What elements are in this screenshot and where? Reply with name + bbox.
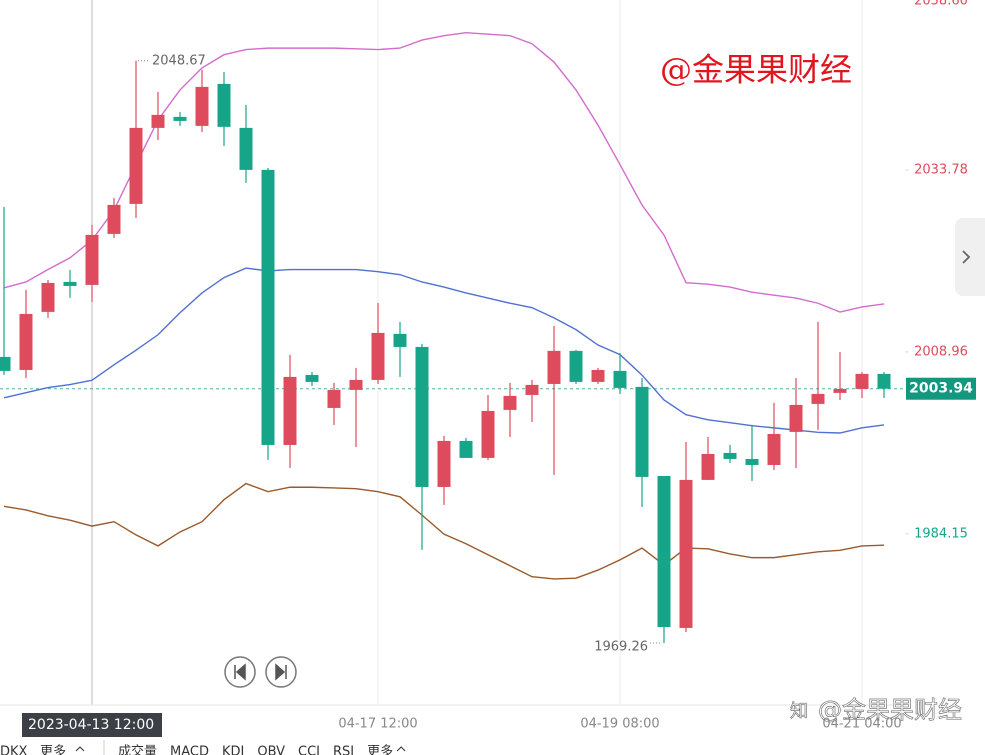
high-annotation: 2048.67: [152, 53, 206, 68]
zhihu-logo: 知: [790, 701, 808, 722]
candle-body: [19, 313, 33, 370]
candle-body: [635, 386, 649, 477]
candle-body: [305, 374, 319, 382]
prev-icon: [234, 663, 246, 681]
candle-body: [415, 346, 429, 487]
candle-body: [85, 234, 99, 285]
y-tick-label: 2058.60: [914, 0, 968, 9]
band-line: [3, 267, 885, 434]
candle-body: [525, 384, 539, 395]
y-tick-label: 2033.78: [914, 162, 968, 177]
indicator-tab[interactable]: CCI: [298, 745, 320, 755]
band-line: [3, 482, 885, 580]
indicator-tab[interactable]: RSI: [333, 745, 354, 755]
candle-body: [767, 433, 781, 465]
candle-body: [569, 350, 583, 382]
tab[interactable]: 更多: [40, 744, 66, 755]
candle-body: [503, 395, 517, 410]
candle-body: [371, 332, 385, 380]
candle-body: [613, 370, 627, 388]
candle-body: [151, 114, 165, 128]
x-tick-label: 04-21 04:00: [822, 717, 901, 732]
candle-body: [107, 204, 121, 234]
caret: [396, 746, 406, 752]
indicator-tab[interactable]: OBV: [257, 745, 285, 755]
indicator-tabs: 成交量 MACD KDJ OBV CCI RSI 更多: [118, 744, 406, 755]
candle-body: [789, 404, 803, 432]
last-price-tag: [906, 377, 976, 400]
candle-body: [855, 373, 869, 389]
candle-body: [327, 389, 341, 408]
candle-body: [437, 440, 451, 487]
candle-body: [481, 410, 495, 458]
nav-buttons[interactable]: [224, 656, 297, 688]
indicator-tab[interactable]: MACD: [170, 745, 209, 755]
watermark: @金果果财经: [660, 51, 852, 89]
candle-body: [261, 169, 275, 445]
candle-body: [547, 350, 561, 384]
candle-body: [195, 86, 209, 126]
candle-body: [459, 440, 473, 458]
crosshair-label: 2023-04-13 12:00: [28, 717, 154, 733]
crosshair-label-bg: [22, 713, 162, 737]
candle-body: [877, 373, 891, 389]
tab[interactable]: DKX: [0, 745, 28, 755]
candle-body: [657, 475, 671, 627]
indicator-tab[interactable]: KDJ: [222, 745, 244, 755]
band-line: [3, 32, 885, 313]
y-tick-label: 2008.96: [914, 344, 968, 359]
candle-body: [349, 379, 363, 390]
candle-body: [723, 452, 737, 459]
candle-body: [239, 127, 253, 170]
side-tab-icon: [962, 250, 971, 264]
candle-body: [217, 83, 231, 127]
candle-body: [63, 281, 77, 286]
x-tick-label: 04-17 12:00: [338, 717, 417, 732]
candle-body: [41, 282, 55, 312]
candle-body: [679, 479, 693, 628]
candle-body: [745, 458, 759, 465]
next-icon: [275, 663, 287, 681]
plot-area: 2048.67 1969.26: [0, 0, 905, 705]
footer-watermark: @金果果财经: [818, 696, 962, 724]
candle-body: [0, 356, 11, 371]
candle-body: [283, 376, 297, 445]
side-tab[interactable]: [955, 218, 985, 296]
candle-body: [173, 116, 187, 121]
candle-body: [701, 453, 715, 480]
candle-body: [393, 333, 407, 347]
y-tick-label: 1984.15: [914, 526, 968, 541]
last-price-label: 2003.94: [909, 381, 973, 397]
caret: [75, 746, 85, 752]
candle-body: [591, 369, 605, 382]
indicator-tab[interactable]: 更多: [367, 744, 393, 755]
candle-body: [129, 127, 143, 204]
x-tick-label: 04-19 08:00: [580, 717, 659, 732]
indicator-tab[interactable]: 成交量: [118, 744, 157, 755]
candle-body: [811, 393, 825, 404]
candle-body: [833, 388, 847, 393]
low-annotation: 1969.26: [594, 639, 648, 654]
